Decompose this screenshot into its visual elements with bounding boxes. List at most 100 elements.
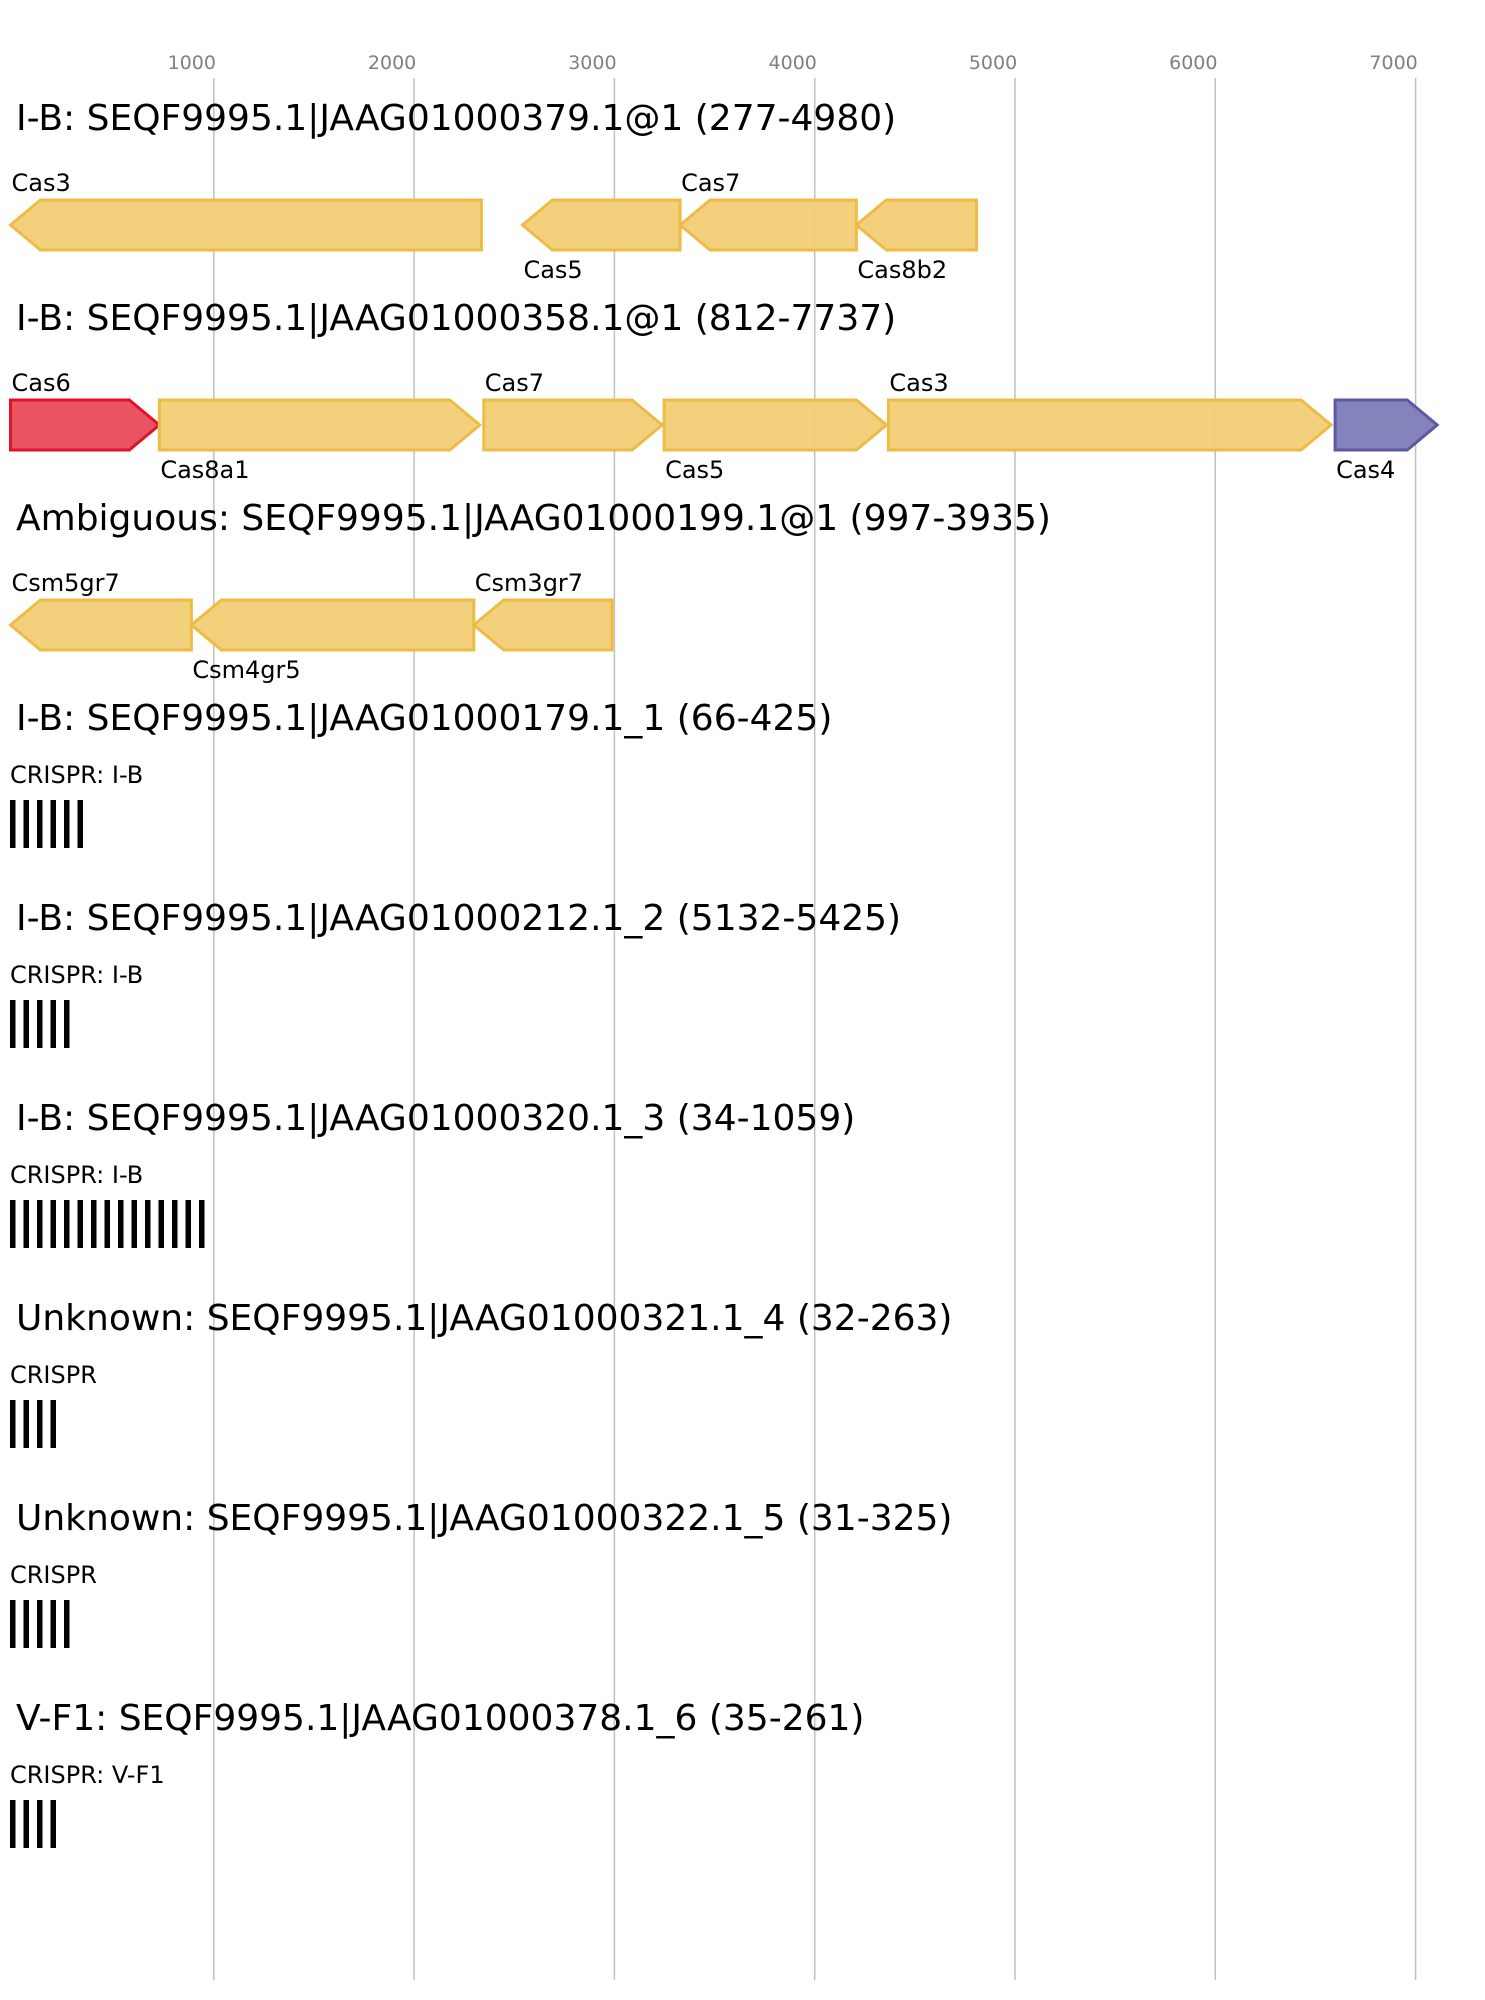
crispr-repeat [37,1800,43,1848]
gene-label: Cas7 [485,369,544,397]
crispr-repeat [10,1600,16,1648]
gene-label: Cas5 [523,256,582,284]
crispr-repeat [50,1600,56,1648]
crispr-repeat [50,1800,56,1848]
gene-label: Cas7 [681,169,740,197]
axis-tick-label: 3000 [568,52,616,74]
track-6: I-B: SEQF9995.1|JAAG01000320.1_3 (34-105… [10,1098,855,1248]
track-3: Ambiguous: SEQF9995.1|JAAG01000199.1@1 (… [8,498,1051,684]
crispr-repeat [172,1200,178,1248]
gene-arrow-csm3gr7 [471,598,614,652]
crispr-repeat [104,1200,110,1248]
axis-layer: 1000 2000 3000 4000 5000 6000 7000 [168,52,1418,74]
gene-label: Cas3 [12,169,71,197]
gene-label: Cas4 [1336,456,1395,484]
track-7: Unknown: SEQF9995.1|JAAG01000321.1_4 (32… [10,1298,952,1448]
gene-arrow-cas4 [1333,398,1440,452]
crispr-repeat [37,1200,43,1248]
crispr-repeat [77,800,83,848]
track-4: I-B: SEQF9995.1|JAAG01000179.1_1 (66-425… [10,698,832,848]
gene-label: Cas6 [12,369,71,397]
crispr-repeat [64,1600,70,1648]
gene-arrow-cas8b2 [854,198,979,252]
gene-label: Cas5 [665,456,724,484]
gene-arrow-cas5 [662,398,889,452]
axis-tick-label: 1000 [168,52,216,74]
track-title: I-B: SEQF9995.1|JAAG01000320.1_3 (34-105… [16,1098,855,1139]
gene-arrow-csm5gr7 [8,598,193,652]
crispr-repeat [10,1800,16,1848]
gene-arrow-cas8a1 [157,398,483,452]
track-8: Unknown: SEQF9995.1|JAAG01000322.1_5 (31… [10,1498,952,1648]
track-title: I-B: SEQF9995.1|JAAG01000179.1_1 (66-425… [16,698,832,739]
track-9: V-F1: SEQF9995.1|JAAG01000378.1_6 (35-26… [10,1698,864,1848]
crispr-repeat [50,1200,56,1248]
gene-label: Cas3 [889,369,948,397]
gene-arrow-cas7 [677,198,858,252]
axis-tick-label: 6000 [1169,52,1217,74]
crispr-repeat [50,1000,56,1048]
crispr-repeat [64,1200,70,1248]
track-5: I-B: SEQF9995.1|JAAG01000212.1_2 (5132-5… [10,898,901,1048]
track-title: V-F1: SEQF9995.1|JAAG01000378.1_6 (35-26… [16,1698,864,1739]
tracks-layer: I-B: SEQF9995.1|JAAG01000379.1@1 (277-49… [8,98,1440,1848]
crispr-label: CRISPR [10,1361,97,1389]
gene-arrow-cas3 [8,198,483,252]
crispr-repeat [10,1000,16,1048]
track-title: Ambiguous: SEQF9995.1|JAAG01000199.1@1 (… [16,498,1051,539]
crispr-repeat [77,1200,83,1248]
crispr-repeat [23,1400,29,1448]
crispr-repeat [37,1400,43,1448]
crispr-repeat [64,800,70,848]
crispr-repeat [23,1600,29,1648]
gene-label: Csm3gr7 [475,569,583,597]
crispr-repeat [50,1400,56,1448]
track-title: Unknown: SEQF9995.1|JAAG01000321.1_4 (32… [16,1298,952,1339]
crispr-repeat [37,800,43,848]
crispr-repeat [50,800,56,848]
gene-arrow-cas6 [9,398,162,452]
crispr-label: CRISPR: I-B [10,761,143,789]
track-1: I-B: SEQF9995.1|JAAG01000379.1@1 (277-49… [8,98,979,284]
axis-tick-label: 7000 [1369,52,1417,74]
crispr-label: CRISPR: I-B [10,961,143,989]
crispr-label: CRISPR [10,1561,97,1589]
track-title: I-B: SEQF9995.1|JAAG01000358.1@1 (812-77… [16,298,896,339]
crispr-repeat [64,1000,70,1048]
crispr-repeat [91,1200,97,1248]
crispr-repeat [10,800,16,848]
gene-arrow-cas3 [886,398,1334,452]
crispr-repeat [131,1200,137,1248]
track-2: I-B: SEQF9995.1|JAAG01000358.1@1 (812-77… [9,298,1440,484]
grid-layer [213,78,1417,1980]
gene-arrow-csm4gr5 [189,598,476,652]
gene-label: Csm4gr5 [192,656,300,684]
crispr-repeat [145,1200,151,1248]
crispr-repeat [118,1200,124,1248]
axis-tick-label: 4000 [769,52,817,74]
crispr-repeat [23,1800,29,1848]
crispr-repeat [23,1200,29,1248]
crispr-repeat [10,1400,16,1448]
track-title: I-B: SEQF9995.1|JAAG01000379.1@1 (277-49… [16,98,896,139]
crispr-repeat [37,1600,43,1648]
track-title: Unknown: SEQF9995.1|JAAG01000322.1_5 (31… [16,1498,952,1539]
crispr-repeat [158,1200,164,1248]
crispr-label: CRISPR: I-B [10,1161,143,1189]
crispr-repeat [37,1000,43,1048]
gene-arrow-cas5 [520,198,682,252]
crispr-repeat [199,1200,205,1248]
gene-arrow-cas7 [482,398,665,452]
gene-label: Cas8a1 [160,456,249,484]
axis-tick-label: 2000 [368,52,416,74]
crispr-repeat [185,1200,191,1248]
crispr-repeat [23,800,29,848]
track-title: I-B: SEQF9995.1|JAAG01000212.1_2 (5132-5… [16,898,901,939]
crispr-label: CRISPR: V-F1 [10,1761,165,1789]
crispr-repeat [23,1000,29,1048]
crispr-repeat [10,1200,16,1248]
gene-label: Cas8b2 [857,256,947,284]
axis-tick-label: 5000 [969,52,1017,74]
gene-label: Csm5gr7 [12,569,120,597]
